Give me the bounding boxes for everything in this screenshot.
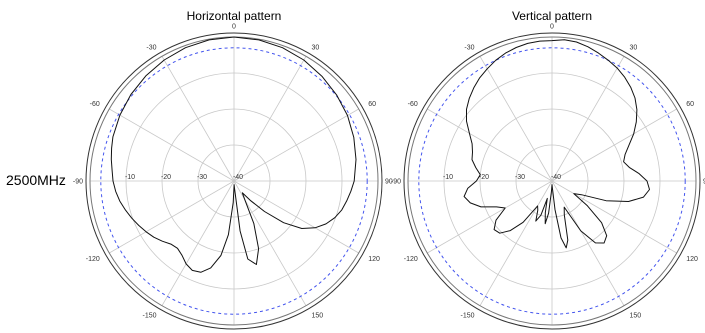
angle-tick-label: -90 bbox=[73, 179, 83, 186]
angle-tick-label: -150 bbox=[460, 313, 474, 320]
grid-spoke-210 bbox=[161, 180, 235, 306]
pattern-series-0 bbox=[110, 36, 357, 273]
angle-tick-label: -120 bbox=[404, 256, 418, 263]
radial-tick-label: -30 bbox=[197, 174, 207, 181]
horizontal-pattern-chart: Horizontal pattern -10 -20 -30 -40 0 30 60 90 120… bbox=[73, 9, 393, 330]
angle-tick-label: 150 bbox=[312, 313, 324, 320]
grid-spoke-30 bbox=[233, 56, 307, 182]
angle-tick-label: -120 bbox=[86, 256, 100, 263]
radial-tick-label: -10 bbox=[125, 174, 135, 181]
angle-tick-label: 60 bbox=[686, 101, 694, 108]
outer-ring-border bbox=[403, 32, 701, 330]
angle-tick-label: 0 bbox=[550, 24, 554, 31]
grid-spoke-120 bbox=[233, 180, 359, 254]
angle-tick-label: -60 bbox=[408, 101, 418, 108]
grid-spoke-60 bbox=[233, 108, 359, 182]
chart-title: Horizontal pattern bbox=[187, 9, 282, 23]
frequency-label: 2500MHz bbox=[6, 172, 66, 188]
grid-spoke-120 bbox=[551, 180, 677, 254]
grid-spoke-240 bbox=[427, 180, 553, 254]
grid-spoke-60 bbox=[551, 108, 677, 182]
grid-spoke-330 bbox=[479, 56, 553, 182]
angle-tick-label: 120 bbox=[686, 256, 698, 263]
outer-ring-border bbox=[85, 32, 383, 330]
angle-tick-label: -60 bbox=[90, 101, 100, 108]
grid-spoke-30 bbox=[551, 56, 625, 182]
angle-tick-label: -30 bbox=[464, 44, 474, 51]
reference-circle bbox=[418, 47, 686, 315]
angle-tick-label: 90 bbox=[703, 179, 705, 186]
radial-tick-label: -10 bbox=[443, 174, 453, 181]
radial-tick-label: -20 bbox=[161, 174, 171, 181]
grid-spoke-150 bbox=[551, 180, 625, 306]
radial-tick-label: -20 bbox=[479, 174, 489, 181]
angle-tick-label: -30 bbox=[146, 44, 156, 51]
reference-circle bbox=[100, 47, 368, 315]
angle-tick-label: 120 bbox=[368, 256, 380, 263]
radial-tick-label: -30 bbox=[515, 174, 525, 181]
angle-tick-label: 150 bbox=[630, 313, 642, 320]
angle-tick-label: 0 bbox=[232, 24, 236, 31]
radial-tick-label: -40 bbox=[233, 174, 243, 181]
angle-tick-label: -90 bbox=[391, 179, 401, 186]
pattern-series-0 bbox=[463, 39, 650, 249]
angle-tick-label: 30 bbox=[630, 44, 638, 51]
grid-spoke-210 bbox=[479, 180, 553, 306]
outer-ring bbox=[407, 36, 697, 326]
angle-tick-label: 90 bbox=[385, 179, 393, 186]
angle-tick-label: 30 bbox=[312, 44, 320, 51]
grid-spoke-300 bbox=[427, 108, 553, 182]
vertical-pattern-chart: Vertical pattern -10 -20 -30 -40 0 30 60 90 120 15… bbox=[391, 9, 705, 330]
radial-tick-label: -40 bbox=[551, 174, 561, 181]
grid-spoke-300 bbox=[109, 108, 235, 182]
angle-tick-label: -150 bbox=[142, 313, 156, 320]
angle-tick-label: 60 bbox=[368, 101, 376, 108]
grid-spoke-240 bbox=[109, 180, 235, 254]
grid-spoke-330 bbox=[161, 56, 235, 182]
chart-title: Vertical pattern bbox=[512, 9, 592, 23]
